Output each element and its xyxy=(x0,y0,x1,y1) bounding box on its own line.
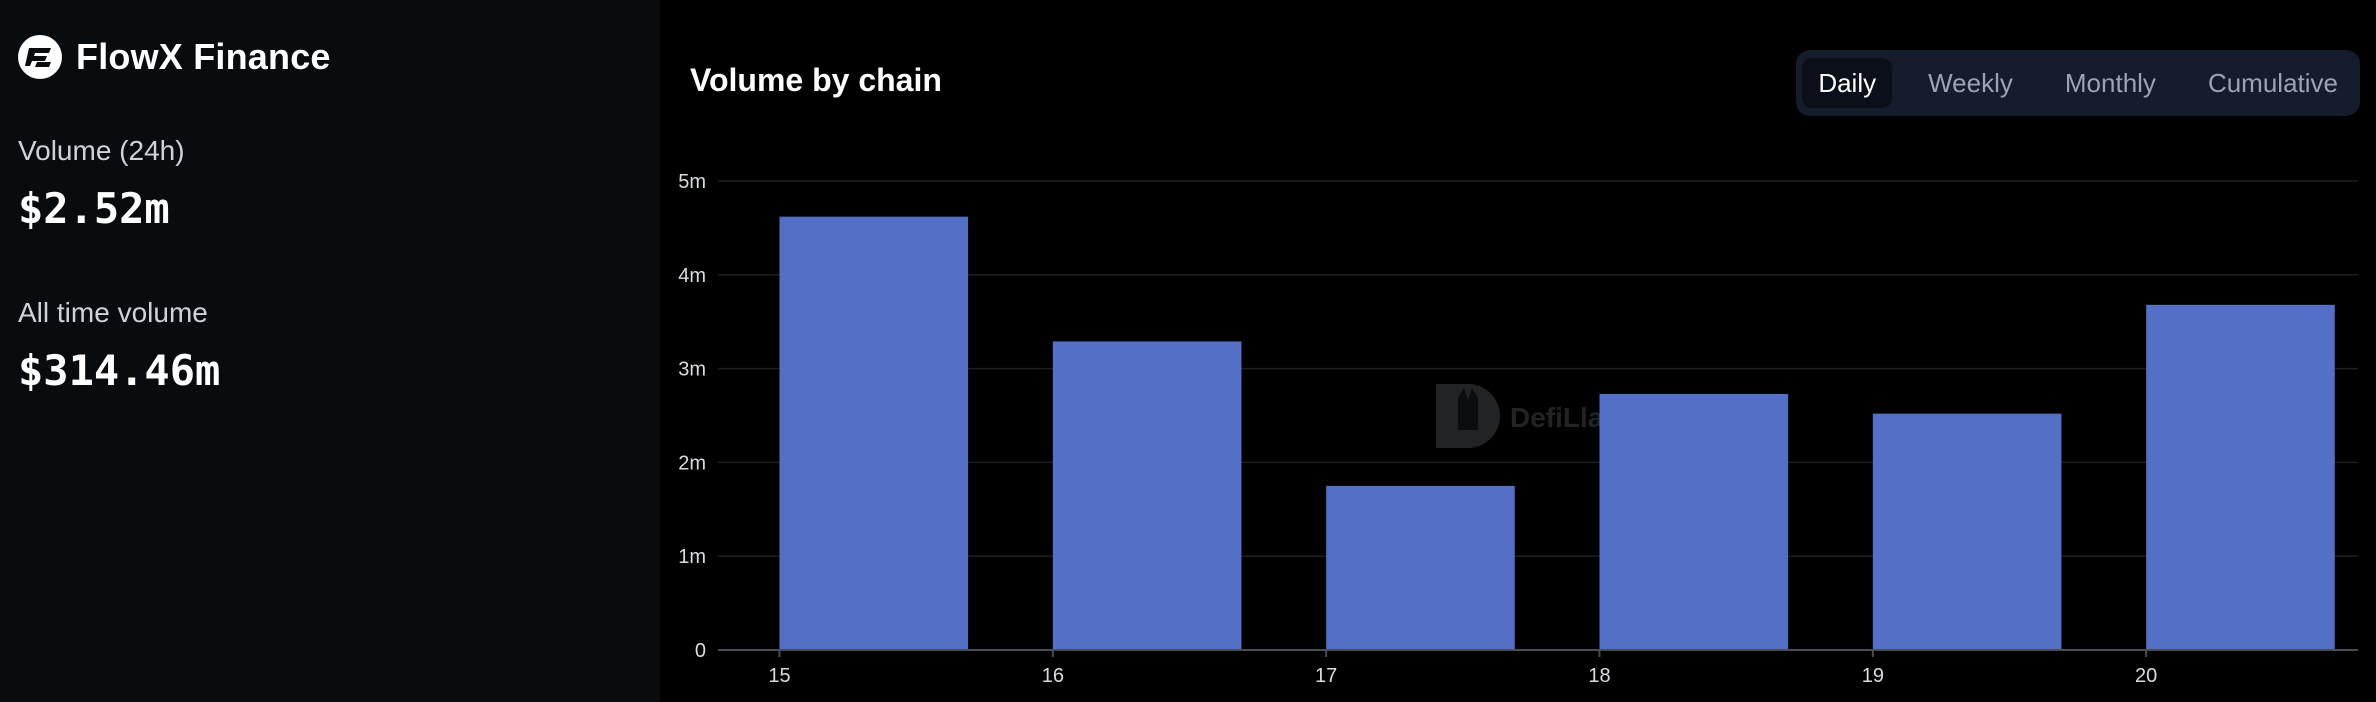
bar-layer xyxy=(779,216,2335,651)
chart-title: Volume by chain xyxy=(690,62,942,98)
brand: FlowX Finance xyxy=(18,34,660,80)
period-tabs: Daily Weekly Monthly Cumulative xyxy=(1796,50,2360,116)
stat-label: Volume (24h) xyxy=(18,135,185,166)
x-tick-label: 17 xyxy=(1315,665,1337,687)
y-tick-label: 4m xyxy=(678,265,706,287)
chart-panel: Volume by chain Daily Weekly Monthly Cum… xyxy=(660,0,2376,702)
tab-cumulative[interactable]: Cumulative xyxy=(2207,67,2338,98)
tab-monthly[interactable]: Monthly xyxy=(2064,67,2156,98)
x-tick-label: 18 xyxy=(1588,665,1610,687)
stat-value: $2.52m xyxy=(18,184,170,233)
watermark: DefiLlama xyxy=(1436,384,1644,448)
app-name: FlowX Finance xyxy=(76,36,331,77)
bar-20[interactable] xyxy=(2146,304,2335,650)
summary-panel: FlowX Finance Volume (24h) $2.52m All ti… xyxy=(0,0,660,702)
tab-daily[interactable]: Daily xyxy=(1802,58,1893,108)
y-tick-label: 1m xyxy=(678,546,706,568)
stat-all-time-volume: All time volume $314.46m xyxy=(18,296,660,394)
grid-layer xyxy=(718,180,2358,557)
x-tick-label: 20 xyxy=(2135,665,2157,687)
tab-weekly[interactable]: Weekly xyxy=(1928,67,2013,98)
volume-bar-chart: DefiLlama 0 1m 2m 3m 4m 5m 15 16 17 18 19 20 xyxy=(678,171,2358,687)
stat-label: All time volume xyxy=(18,297,208,328)
y-tick-label: 0 xyxy=(695,640,706,662)
bar-15[interactable] xyxy=(779,216,969,651)
y-tick-label: 3m xyxy=(678,359,706,381)
flowx-logo-icon xyxy=(18,35,62,79)
axis-layer: 0 1m 2m 3m 4m 5m 15 16 17 18 19 20 xyxy=(678,171,2358,687)
stat-value: $314.46m xyxy=(18,346,221,395)
defillama-llama-icon xyxy=(1436,384,1500,448)
y-tick-label: 5m xyxy=(678,171,706,193)
x-tick-label: 15 xyxy=(768,665,790,687)
bar-18[interactable] xyxy=(1599,393,1789,650)
x-tick-label: 16 xyxy=(1042,665,1064,687)
bar-16[interactable] xyxy=(1052,341,1242,650)
y-tick-label: 2m xyxy=(678,452,706,474)
bar-17[interactable] xyxy=(1326,485,1515,650)
x-tick-label: 19 xyxy=(1862,665,1884,687)
bar-19[interactable] xyxy=(1872,413,2062,650)
stat-volume-24h: Volume (24h) $2.52m xyxy=(18,134,660,232)
